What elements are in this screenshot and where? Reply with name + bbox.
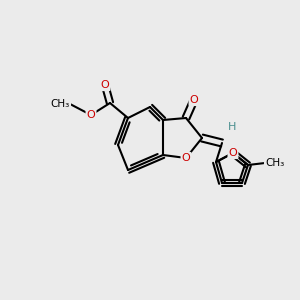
Text: H: H <box>228 122 236 132</box>
Text: O: O <box>229 148 237 158</box>
Text: O: O <box>182 153 190 163</box>
Text: O: O <box>100 80 109 90</box>
Text: CH₃: CH₃ <box>51 99 70 109</box>
Text: O: O <box>190 95 198 105</box>
Text: CH₃: CH₃ <box>265 158 284 168</box>
Text: O: O <box>87 110 95 120</box>
